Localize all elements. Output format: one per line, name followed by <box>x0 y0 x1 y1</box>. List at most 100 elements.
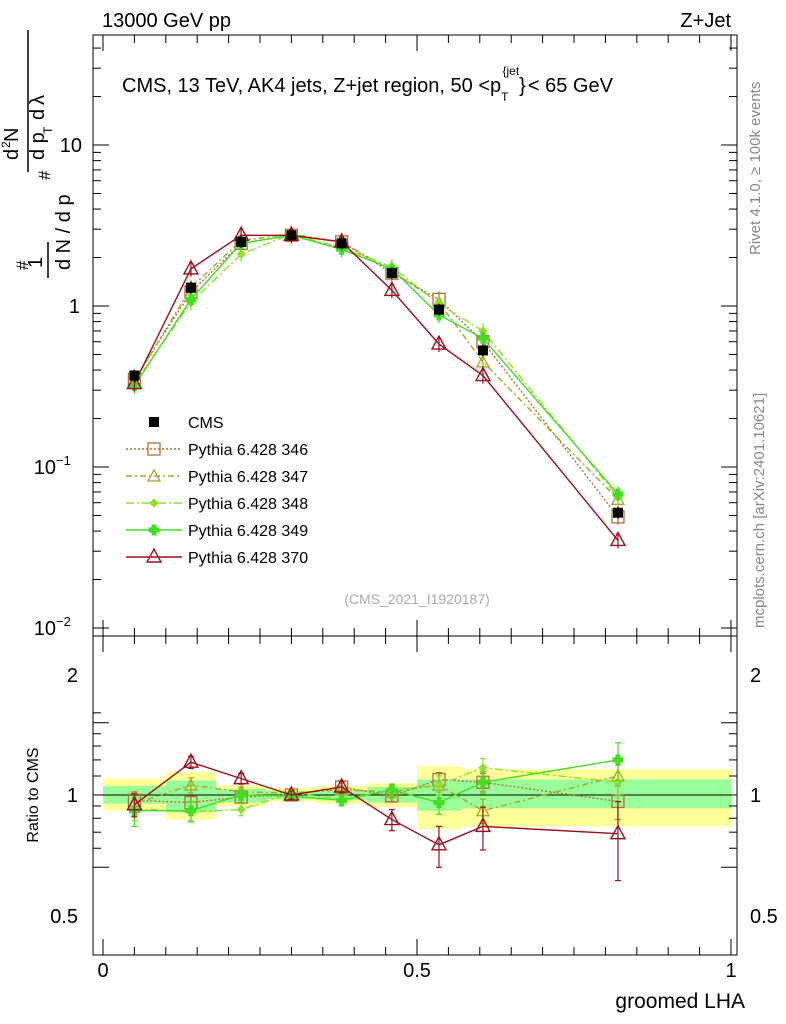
main-line-1 <box>133 233 619 500</box>
axis-ticks <box>93 35 737 955</box>
svg-text:1: 1 <box>25 257 47 268</box>
header-right: Z+Jet <box>680 10 731 32</box>
side-mcplots: mcplots.cern.ch [arXiv:2401.10621] <box>751 393 768 628</box>
ratio-band-inner <box>511 779 731 809</box>
data-point <box>185 282 196 293</box>
legend-label-1: Pythia 6.428 347 <box>188 469 308 486</box>
main-marker-2 <box>236 249 246 259</box>
data-point <box>336 238 347 249</box>
legend-marker-2 <box>149 498 159 508</box>
svg-text:#: # <box>35 170 54 180</box>
svg-text:λ: λ <box>27 95 49 105</box>
ratio-marker-1 <box>183 777 199 791</box>
main-marker-4 <box>609 530 627 547</box>
legend-label-3: Pythia 6.428 349 <box>188 523 308 540</box>
ratio-marker-4 <box>474 816 492 833</box>
ratio-marker-3 <box>612 754 624 766</box>
data-point <box>286 230 297 241</box>
analysis-tag: (CMS_2021_I1920187) <box>344 591 490 607</box>
main-marker-4 <box>383 280 401 297</box>
y-tick-ratio-1: 1 <box>67 785 78 807</box>
x-tick-05: 0.5 <box>403 960 431 982</box>
ratio-marker-4 <box>609 824 627 840</box>
legend-label-0: Pythia 6.428 346 <box>188 442 308 459</box>
y-axis-label-main: # 1 d N / d p # d 2 N d p T d λ <box>0 30 75 278</box>
ratio-marker-4 <box>383 810 401 826</box>
svg-text:d: d <box>1 149 23 160</box>
ratio-uncertainty-bands <box>93 766 737 830</box>
ratio-marker-4 <box>126 795 143 811</box>
svg-text:T: T <box>41 126 55 134</box>
main-marker-3 <box>185 293 197 305</box>
main-marker-4 <box>430 334 448 350</box>
ratio-marker-4 <box>430 835 448 851</box>
main-marker-4 <box>126 374 143 390</box>
y-tick-main-10: 10 <box>60 135 82 157</box>
x-tick-0: 0 <box>97 960 108 982</box>
svg-text:2: 2 <box>0 141 13 148</box>
legend-marker-0 <box>147 442 161 456</box>
legend-label-4: Pythia 6.428 370 <box>188 550 308 567</box>
legend-marker-1 <box>146 468 162 482</box>
chart-title: CMS, 13 TeV, AK4 jets, Z+jet region, 50 … <box>122 64 614 104</box>
ratio-marker-3 <box>477 776 489 788</box>
legend-marker-4 <box>145 547 163 563</box>
y-tick-main-01-exp: −1 <box>56 453 71 468</box>
main-line-0 <box>133 234 619 518</box>
data-point <box>129 370 140 381</box>
legend-label-2: Pythia 6.428 348 <box>188 496 308 513</box>
legend-marker-3 <box>148 524 160 536</box>
y-tick-ratio-1-right: 1 <box>750 785 761 807</box>
legend-label-cms: CMS <box>188 415 224 432</box>
svg-text:d p: d p <box>27 132 49 160</box>
ratio-marker-2 <box>236 804 246 815</box>
ratio-series <box>126 742 627 882</box>
main-marker-4 <box>474 366 492 382</box>
ratio-marker-3 <box>336 794 348 806</box>
y-tick-main-01: 10 <box>34 457 56 479</box>
y-tick-main-001-exp: −2 <box>56 614 71 629</box>
main-plot-frame <box>92 34 738 637</box>
main-marker-3 <box>477 332 489 344</box>
y-tick-ratio-2: 2 <box>67 665 78 687</box>
ratio-marker-3 <box>433 797 445 809</box>
y-tick-ratio-05-right: 0.5 <box>750 906 778 928</box>
main-series <box>126 225 627 549</box>
data-point <box>236 236 247 247</box>
ratio-marker-2 <box>434 780 444 790</box>
ratio-marker-4 <box>283 785 300 801</box>
legend-marker-cms <box>149 417 159 427</box>
tick-labels: 10 1 10 −1 10 −2 2 1 0.5 2 1 0.5 0 0.5 1 <box>34 135 778 982</box>
ratio-marker-4 <box>333 777 350 793</box>
ratio-marker-3 <box>185 805 197 817</box>
title-sub: T <box>501 90 509 104</box>
main-marker-4 <box>182 259 200 275</box>
header-left: 13000 GeV pp <box>102 10 231 32</box>
title-end: < 65 GeV <box>528 75 614 97</box>
data-point <box>612 507 623 518</box>
ratio-marker-3 <box>235 789 247 801</box>
svg-text:N: N <box>1 128 23 142</box>
title-sup: {jet <box>502 64 519 78</box>
svg-text:d: d <box>27 109 49 120</box>
y-tick-ratio-2-right: 2 <box>750 665 761 687</box>
legend: CMS Pythia 6.428 346 Pythia 6.428 347 Pythi… <box>126 415 308 567</box>
data-point <box>433 304 444 315</box>
y-tick-main-1: 1 <box>69 296 80 318</box>
data-point <box>477 345 488 356</box>
ratio-marker-4 <box>182 752 200 768</box>
title-sup2: } <box>519 75 526 97</box>
side-rivet: Rivet 4.1.0, ≥ 100k events <box>747 82 764 255</box>
x-axis-label: groomed LHA <box>615 990 745 1013</box>
data-point <box>386 268 397 279</box>
main-marker-3 <box>612 488 624 500</box>
y-tick-main-001: 10 <box>34 618 56 640</box>
svg-text:d N / d p: d N / d p <box>53 194 75 270</box>
y-tick-ratio-05: 0.5 <box>50 906 78 928</box>
svg-text:#: # <box>13 260 32 270</box>
ratio-marker-4 <box>232 769 250 785</box>
ratio-marker-3 <box>386 784 398 796</box>
y-axis-label-ratio: Ratio to CMS <box>25 747 42 842</box>
x-tick-1: 1 <box>725 960 736 982</box>
